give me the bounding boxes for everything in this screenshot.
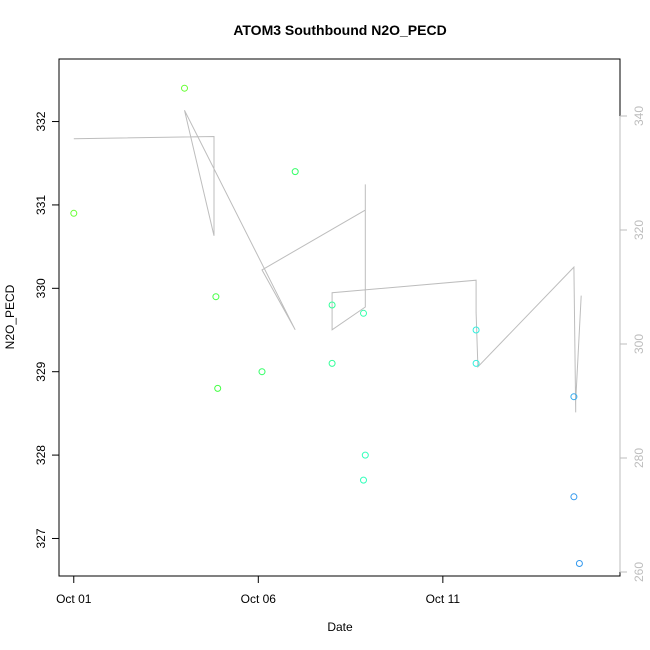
x-tick-label-2: Oct 11 — [426, 592, 461, 606]
y-tick-label-3: 330 — [34, 278, 48, 298]
x-axis-label: Date — [327, 620, 353, 634]
data-point-2 — [212, 293, 220, 301]
data-point-12 — [472, 359, 480, 367]
y-axis-label: N2O_PECD — [3, 284, 17, 349]
series-line-right — [73, 110, 582, 413]
y2-tick-label-2: 300 — [632, 334, 646, 354]
y-axis: 327 328 329 330 331 332 — [34, 111, 60, 548]
data-point-5 — [258, 368, 266, 376]
y2-tick-label-3: 320 — [632, 220, 646, 240]
x-axis: Oct 01 Oct 06 Oct 11 — [56, 575, 461, 606]
data-point-15 — [575, 560, 583, 567]
data-point-0 — [70, 209, 78, 217]
data-point-6 — [328, 301, 336, 309]
data-point-13 — [570, 393, 578, 401]
data-point-11 — [472, 326, 480, 334]
chart-title: ATOM3 Southbound N2O_PECD — [233, 22, 446, 38]
data-point-1 — [181, 84, 188, 92]
y2-tick-label-1: 280 — [632, 448, 646, 468]
y-tick-label-5: 332 — [34, 111, 48, 131]
x-tick-label-1: Oct 06 — [241, 592, 277, 606]
y-tick-label-1: 328 — [34, 445, 48, 465]
plot-frame — [58, 58, 621, 577]
data-point-4 — [291, 168, 299, 176]
y-tick-label-2: 329 — [34, 361, 48, 381]
data-point-14 — [570, 493, 578, 501]
y2-tick-label-0: 260 — [632, 562, 646, 582]
data-point-7 — [328, 359, 336, 367]
data-points — [70, 84, 583, 567]
y2-tick-label-4: 340 — [632, 106, 646, 126]
data-point-9 — [361, 451, 369, 459]
y-tick-label-4: 331 — [34, 195, 48, 215]
x-tick-label-0: Oct 01 — [56, 592, 92, 606]
series-line-group — [73, 110, 582, 413]
y2-axis: 260 280 300 320 340 — [619, 106, 646, 582]
data-point-8 — [360, 309, 367, 317]
data-point-3 — [214, 384, 222, 392]
data-point-10 — [360, 476, 367, 484]
y-tick-label-0: 327 — [34, 528, 48, 548]
